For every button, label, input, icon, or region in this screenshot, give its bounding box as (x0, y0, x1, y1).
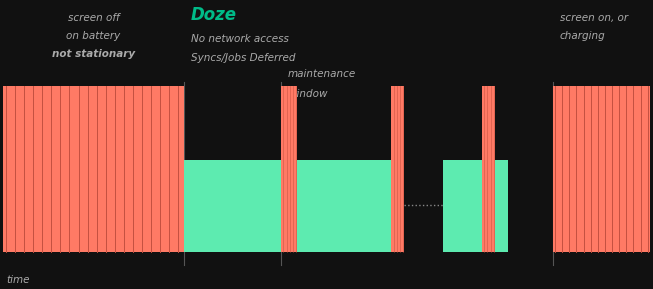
Text: maintenance: maintenance (288, 69, 356, 79)
Bar (184, 160, 281, 252)
Bar (3, 86, 184, 252)
Bar (443, 160, 508, 252)
Text: charging: charging (560, 31, 605, 41)
Bar (294, 160, 391, 252)
Text: Syncs/Jobs Deferred: Syncs/Jobs Deferred (191, 53, 295, 62)
Text: time: time (6, 275, 29, 285)
Bar (281, 86, 297, 252)
Text: No network access: No network access (191, 34, 289, 44)
Bar (553, 86, 650, 252)
Bar (391, 86, 404, 252)
Text: screen off: screen off (68, 13, 119, 23)
Text: not stationary: not stationary (52, 49, 135, 59)
Text: window: window (288, 89, 327, 99)
Text: screen on, or: screen on, or (560, 13, 628, 23)
Text: Doze: Doze (191, 6, 236, 24)
Bar (482, 86, 495, 252)
Text: on battery: on battery (67, 31, 121, 41)
